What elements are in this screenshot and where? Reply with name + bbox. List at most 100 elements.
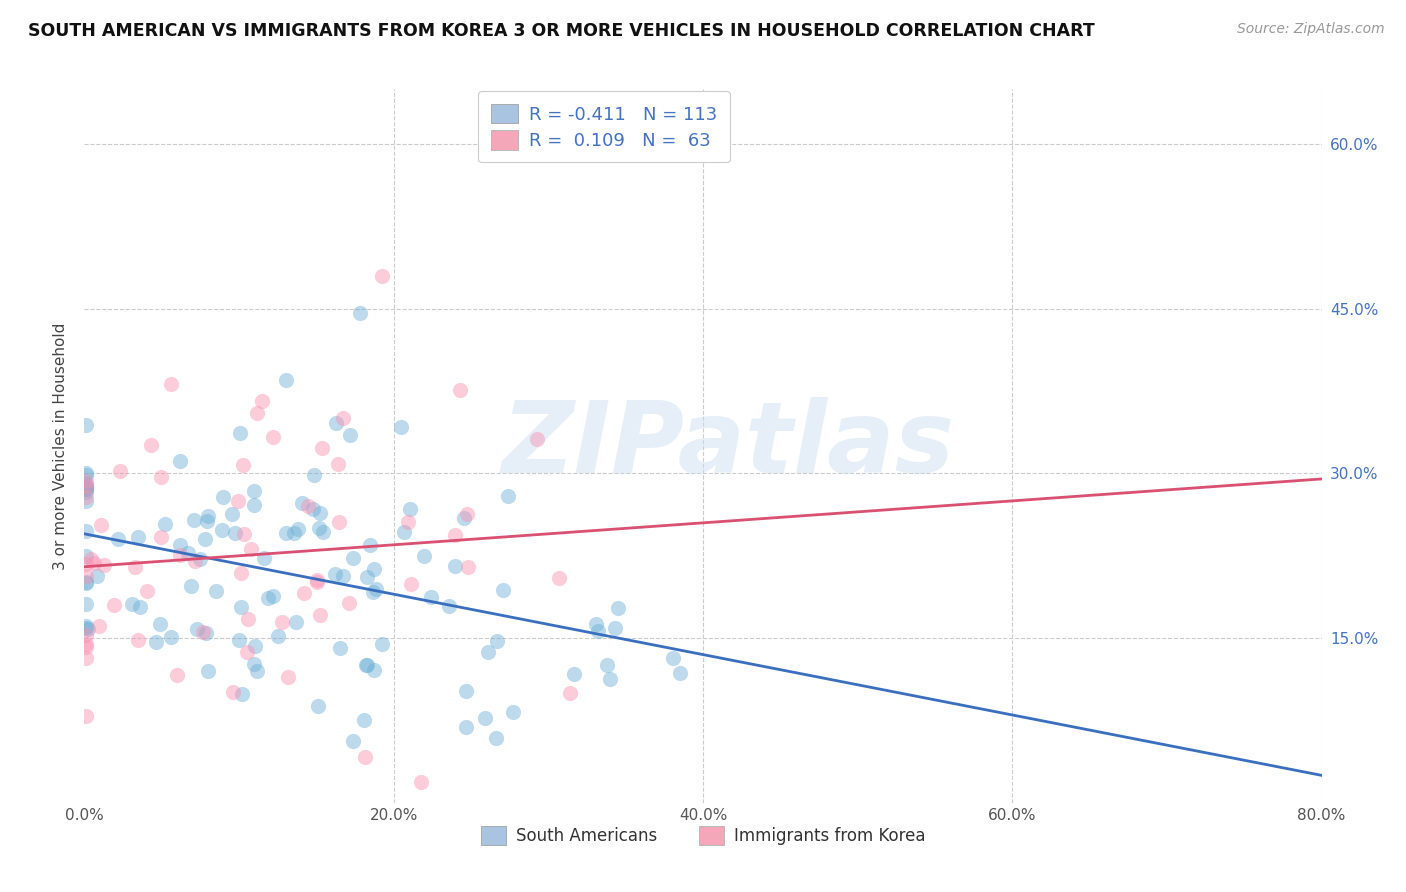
Point — [193, 532, 215, 546]
Point — [332, 568, 354, 582]
Point — [308, 607, 330, 622]
Point — [399, 576, 422, 591]
Point — [245, 639, 267, 653]
Point — [229, 599, 252, 614]
Point — [444, 558, 467, 573]
Point — [329, 641, 352, 656]
Point — [502, 706, 524, 720]
Point — [662, 651, 685, 665]
Point — [128, 599, 150, 614]
Point — [75, 478, 97, 492]
Point — [177, 546, 200, 560]
Point — [337, 596, 360, 610]
Point — [457, 559, 479, 574]
Point — [149, 470, 172, 484]
Point — [124, 560, 146, 574]
Point — [304, 467, 326, 482]
Point — [228, 632, 250, 647]
Point — [243, 657, 266, 672]
Point — [392, 524, 415, 539]
Point — [75, 490, 97, 504]
Point — [75, 466, 97, 480]
Point — [83, 556, 105, 570]
Point — [366, 582, 388, 596]
Point — [302, 502, 325, 516]
Point — [266, 629, 288, 643]
Point — [75, 484, 97, 499]
Point — [184, 554, 207, 568]
Point — [75, 650, 97, 665]
Point — [233, 527, 256, 541]
Point — [363, 663, 385, 677]
Point — [110, 464, 132, 478]
Point — [262, 589, 284, 603]
Point — [297, 500, 319, 514]
Point — [226, 494, 249, 508]
Point — [411, 775, 433, 789]
Point — [605, 622, 627, 636]
Point — [371, 269, 394, 284]
Point — [325, 416, 347, 430]
Point — [284, 615, 307, 629]
Point — [150, 530, 173, 544]
Point — [305, 575, 328, 590]
Point — [277, 669, 299, 683]
Point — [75, 569, 97, 583]
Point — [75, 575, 97, 590]
Point — [287, 522, 309, 536]
Point — [353, 750, 375, 764]
Point — [276, 373, 298, 387]
Point — [87, 619, 110, 633]
Point — [229, 426, 252, 441]
Point — [75, 468, 97, 483]
Text: Source: ZipAtlas.com: Source: ZipAtlas.com — [1237, 22, 1385, 37]
Point — [75, 524, 97, 538]
Point — [312, 525, 335, 540]
Point — [354, 658, 377, 673]
Point — [274, 525, 297, 540]
Point — [342, 733, 364, 747]
Point — [141, 438, 163, 452]
Point — [183, 513, 205, 527]
Point — [271, 615, 294, 629]
Point — [485, 731, 508, 746]
Point — [127, 530, 149, 544]
Point — [75, 418, 97, 433]
Point — [443, 527, 465, 541]
Point — [356, 570, 378, 584]
Point — [75, 476, 97, 491]
Point — [153, 516, 176, 531]
Point — [353, 713, 375, 727]
Point — [562, 666, 585, 681]
Point — [456, 507, 478, 521]
Point — [257, 591, 280, 605]
Point — [456, 684, 478, 698]
Point — [309, 507, 332, 521]
Point — [359, 539, 381, 553]
Point — [86, 569, 108, 583]
Point — [492, 582, 515, 597]
Point — [135, 583, 157, 598]
Point — [224, 526, 246, 541]
Point — [474, 711, 496, 725]
Point — [75, 640, 97, 655]
Point — [453, 511, 475, 525]
Point — [292, 585, 315, 599]
Point — [669, 666, 692, 681]
Point — [363, 562, 385, 576]
Point — [186, 622, 208, 636]
Point — [75, 621, 97, 635]
Point — [496, 489, 519, 503]
Point — [412, 549, 434, 563]
Point — [75, 628, 97, 642]
Point — [252, 551, 274, 566]
Point — [262, 430, 284, 444]
Point — [212, 490, 235, 504]
Point — [349, 306, 371, 320]
Point — [308, 521, 330, 535]
Point — [246, 406, 269, 420]
Point — [238, 612, 260, 626]
Point — [246, 664, 269, 678]
Point — [596, 657, 619, 672]
Point — [75, 637, 97, 651]
